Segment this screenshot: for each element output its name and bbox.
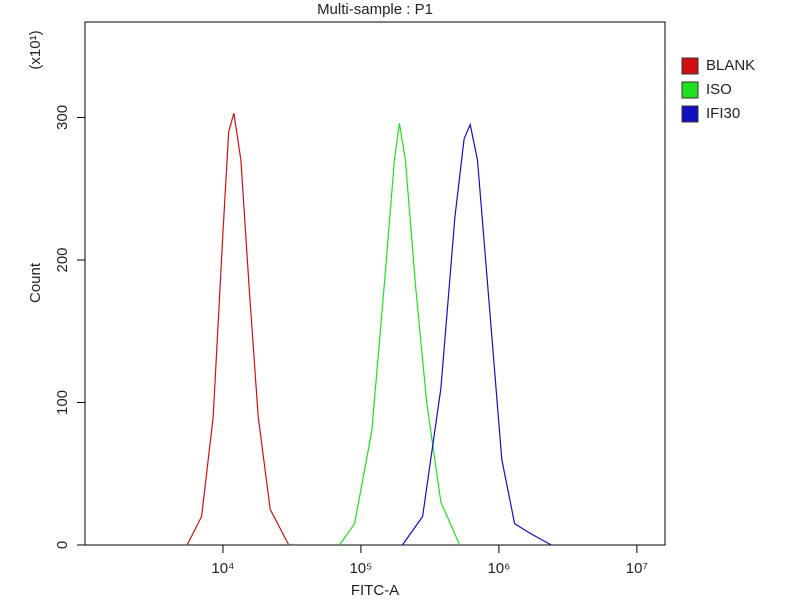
legend-swatch	[681, 105, 699, 123]
x-tick-label: 10⁵	[349, 560, 372, 577]
legend-label: BLANK	[706, 57, 755, 74]
y-multiplier: (x10¹)	[27, 30, 44, 69]
x-tick-label: 10⁷	[626, 560, 648, 577]
legend-swatch	[681, 81, 699, 99]
y-tick-label: 0	[54, 541, 71, 549]
y-axis-label: Count	[27, 262, 44, 303]
x-axis-label: FITC-A	[351, 582, 399, 599]
x-tick-label: 10⁶	[487, 560, 510, 577]
y-tick-label: 300	[54, 105, 71, 130]
y-tick-label: 100	[54, 390, 71, 415]
histogram-line	[339, 123, 461, 546]
chart-title: Multi-sample : P1	[317, 1, 433, 18]
histogram-line	[401, 122, 552, 546]
legend-label: IFI30	[706, 105, 740, 122]
plot-frame	[84, 21, 666, 546]
histogram-line	[186, 113, 290, 546]
legend-label: ISO	[706, 81, 732, 98]
legend-swatch	[681, 57, 699, 75]
y-tick-label: 200	[54, 247, 71, 272]
x-tick-label: 10⁴	[211, 560, 234, 577]
